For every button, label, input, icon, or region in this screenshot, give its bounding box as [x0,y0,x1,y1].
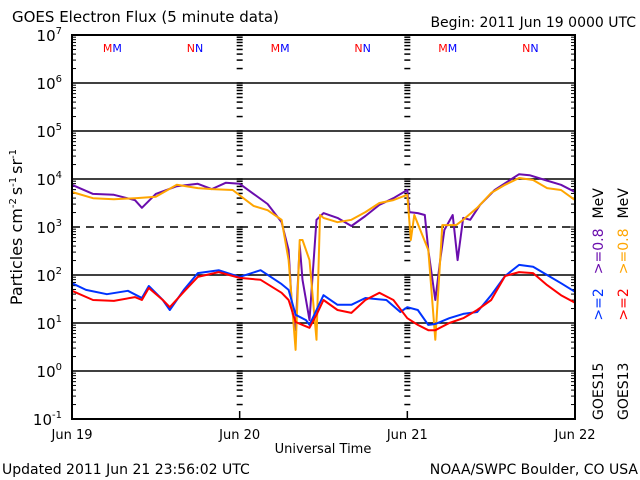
x-tick-label: Jun 21 [386,428,428,443]
legend-item: >=2 [591,288,607,320]
orbit-marker-pair: MM [103,42,122,55]
legend-item: >=0.8 [616,228,632,274]
orbit-marker-pair: MM [271,42,290,55]
orbit-marker: M [280,42,290,55]
orbit-marker: N [530,42,538,55]
legend-item: >=0.8 [591,228,607,274]
orbit-marker: N [187,42,195,55]
x-axis-label: Universal Time [275,442,372,457]
orbit-marker: N [363,42,371,55]
legend: GOES15 >=2 >=0.8 MeV GOES13 >=2 >=0.8 MeV [591,188,632,420]
y-tick-label: 107 [37,26,62,45]
x-tick-label: Jun 22 [554,428,596,443]
updated-timestamp: Updated 2011 Jun 21 23:56:02 UTC [2,462,250,478]
orbit-marker: M [448,42,458,55]
orbit-marker-pair: MM [438,42,457,55]
gridlines [72,82,575,372]
orbit-marker-pair: NN [354,42,370,55]
orbit-marker: M [112,42,122,55]
series-line-goes13-0-8-mev [71,177,576,351]
legend-column: GOES15 >=2 >=0.8 MeV [591,188,607,420]
orbit-marker: M [438,42,448,55]
legend-satellite: GOES15 [591,363,607,420]
orbit-marker: N [195,42,203,55]
credit-label: NOAA/SWPC Boulder, CO USA [430,462,639,478]
orbit-marker: M [103,42,113,55]
y-tick-label: 101 [37,314,62,333]
y-tick-label: 102 [37,266,62,285]
y-tick-label: 10-1 [33,410,62,429]
orbit-marker: N [522,42,530,55]
y-tick-label: 103 [37,218,62,237]
legend-unit: MeV [616,188,632,219]
orbit-markers: MM NN MM NN MM NN [103,42,539,55]
y-tick-label: 105 [37,122,62,141]
y-tick-labels: 107 106 105 104 103 102 101 100 10-1 [33,26,62,429]
plot-frame [71,34,576,420]
y-tick-label: 104 [37,170,62,189]
legend-item: >=2 [616,288,632,320]
orbit-marker-pair: NN [187,42,203,55]
x-tick-label: Jun 20 [218,428,260,443]
orbit-marker-pair: NN [522,42,538,55]
y-axis-label: Particles cm-2s-1sr-1 [7,149,26,305]
series-line-goes15-0-8-mev [71,173,576,332]
series-line-goes13-2-mev [71,271,576,332]
x-tick-labels: Jun 19 Jun 20 Jun 21 Jun 22 [51,428,596,443]
series-line-goes15-2-mev [71,263,576,326]
y-tick-label: 106 [37,74,62,93]
chart-title: GOES Electron Flux (5 minute data) [12,8,279,26]
data-series [71,173,576,351]
orbit-marker: N [354,42,362,55]
legend-column: GOES13 >=2 >=0.8 MeV [616,188,632,420]
legend-satellite: GOES13 [616,363,632,420]
axis-ticks [71,36,576,420]
begin-label: Begin: 2011 Jun 19 0000 UTC [430,15,636,31]
orbit-marker: M [271,42,281,55]
legend-unit: MeV [591,188,607,219]
y-tick-label: 100 [37,362,62,381]
x-tick-label: Jun 19 [51,428,93,443]
